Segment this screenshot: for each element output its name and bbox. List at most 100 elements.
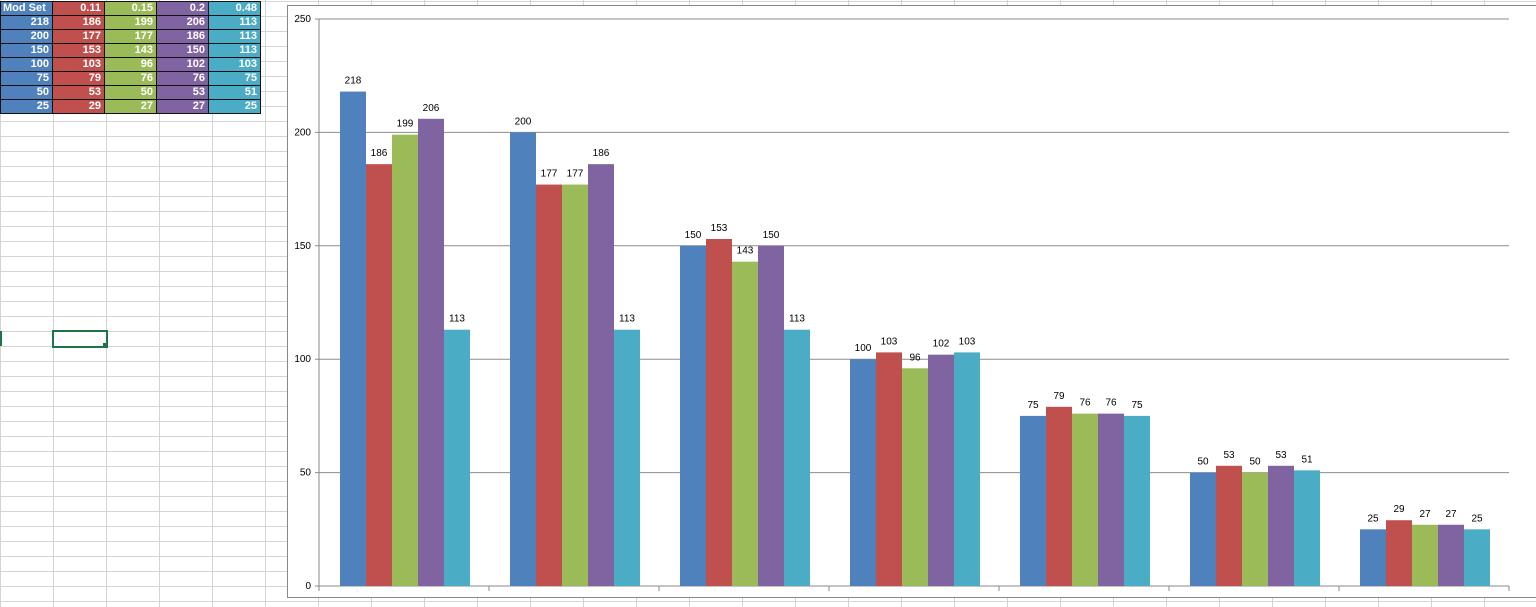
data-label: 218 — [345, 76, 362, 87]
selected-cell[interactable] — [52, 330, 108, 348]
table-cell[interactable]: 113 — [208, 15, 261, 30]
bar — [1046, 406, 1072, 586]
fill-handle[interactable] — [103, 343, 108, 348]
table-cell[interactable]: 51 — [208, 85, 261, 100]
data-label: 113 — [619, 314, 635, 325]
table-row: 25 29 27 27 25 — [0, 99, 261, 114]
table-cell[interactable]: 113 — [208, 29, 261, 44]
table-cell[interactable]: 25 — [208, 99, 261, 114]
chart-canvas: 0 50 100 150 200 250 218 200 150 100 75 50 25 186 177 1… — [294, 14, 1510, 592]
row-selection-marker — [0, 331, 2, 346]
data-label: 206 — [423, 103, 440, 114]
data-label: 143 — [737, 246, 754, 257]
data-label: 177 — [567, 169, 584, 180]
table-cell[interactable]: 96 — [104, 57, 157, 72]
table-cell[interactable]: 186 — [156, 29, 209, 44]
bar — [366, 164, 392, 587]
table-cell[interactable]: 53 — [156, 85, 209, 100]
data-label: 199 — [397, 119, 414, 130]
bar — [1268, 465, 1294, 586]
table-cell[interactable]: 218 — [0, 15, 53, 30]
data-table: Mod Set 0.11 0.15 0.2 0.48 218 186 199 206 113 200… — [0, 1, 261, 114]
table-cell[interactable]: 103 — [52, 57, 105, 72]
data-label: 100 — [855, 343, 872, 354]
table-cell[interactable]: 200 — [0, 29, 53, 44]
bar — [1072, 413, 1098, 586]
header-cell[interactable]: 0.2 — [156, 1, 209, 16]
data-label: 75 — [1027, 400, 1039, 411]
table-cell[interactable]: 79 — [52, 71, 105, 86]
table-cell[interactable]: 29 — [52, 99, 105, 114]
data-label: 29 — [1393, 504, 1405, 515]
data-label: 153 — [711, 223, 728, 234]
data-label: 50 — [1197, 457, 1209, 468]
table-cell[interactable]: 27 — [156, 99, 209, 114]
y-tick-label: 0 — [305, 581, 311, 592]
data-label: 53 — [1223, 450, 1235, 461]
data-label: 103 — [959, 336, 976, 347]
table-cell[interactable]: 75 — [0, 71, 53, 86]
table-cell[interactable]: 113 — [208, 43, 261, 58]
table-cell[interactable]: 100 — [0, 57, 53, 72]
table-cell[interactable]: 103 — [208, 57, 261, 72]
table-row: Mod Set 0.11 0.15 0.2 0.48 — [0, 1, 261, 16]
bar — [1190, 472, 1216, 586]
table-cell[interactable]: 186 — [52, 15, 105, 30]
bar — [1098, 413, 1124, 586]
table-cell[interactable]: 143 — [104, 43, 157, 58]
data-label: 25 — [1471, 513, 1483, 524]
table-cell[interactable]: 76 — [156, 71, 209, 86]
bar — [876, 352, 902, 586]
bar — [1242, 472, 1268, 586]
y-tick-label: 200 — [294, 127, 311, 138]
data-label: 76 — [1105, 398, 1117, 409]
header-cell[interactable]: 0.11 — [52, 1, 105, 16]
y-tick-label: 100 — [294, 354, 311, 365]
table-cell[interactable]: 25 — [0, 99, 53, 114]
data-label: 150 — [763, 230, 780, 241]
bar — [1020, 415, 1046, 586]
table-cell[interactable]: 150 — [0, 43, 53, 58]
bar — [588, 164, 614, 587]
table-row: 75 79 76 76 75 — [0, 71, 261, 86]
table-cell[interactable]: 150 — [156, 43, 209, 58]
table-cell[interactable]: 199 — [104, 15, 157, 30]
bar-chart[interactable]: 0 50 100 150 200 250 218 200 150 100 75 50 25 186 177 1… — [287, 5, 1536, 598]
header-cell[interactable]: 0.15 — [104, 1, 157, 16]
table-row: 218 186 199 206 113 — [0, 15, 261, 30]
table-cell[interactable]: 50 — [0, 85, 53, 100]
bar — [418, 118, 444, 587]
data-label: 177 — [541, 169, 558, 180]
table-row: 100 103 96 102 103 — [0, 57, 261, 72]
bar — [1360, 529, 1386, 586]
data-label: 150 — [685, 230, 702, 241]
header-cell[interactable]: 0.48 — [208, 1, 261, 16]
table-cell[interactable]: 53 — [52, 85, 105, 100]
bar — [928, 354, 954, 586]
table-cell[interactable]: 206 — [156, 15, 209, 30]
y-tick-label: 50 — [300, 468, 312, 479]
table-row: 150 153 143 150 113 — [0, 43, 261, 58]
table-cell[interactable]: 177 — [52, 29, 105, 44]
header-cell[interactable]: Mod Set — [0, 1, 53, 16]
bar — [758, 245, 784, 587]
data-label: 113 — [449, 314, 465, 325]
table-cell[interactable]: 76 — [104, 71, 157, 86]
data-label: 96 — [909, 352, 921, 363]
table-cell[interactable]: 102 — [156, 57, 209, 72]
bar — [1438, 524, 1464, 586]
table-cell[interactable]: 50 — [104, 85, 157, 100]
data-label: 79 — [1053, 391, 1065, 402]
y-tick-label: 250 — [294, 14, 311, 25]
bar — [536, 184, 562, 586]
bar — [680, 245, 706, 587]
table-cell[interactable]: 153 — [52, 43, 105, 58]
table-cell[interactable]: 177 — [104, 29, 157, 44]
data-label: 25 — [1367, 513, 1379, 524]
data-label: 103 — [881, 336, 898, 347]
data-label: 50 — [1249, 457, 1261, 468]
y-tick-label: 150 — [294, 241, 311, 252]
bar — [340, 91, 366, 587]
table-cell[interactable]: 27 — [104, 99, 157, 114]
table-cell[interactable]: 75 — [208, 71, 261, 86]
